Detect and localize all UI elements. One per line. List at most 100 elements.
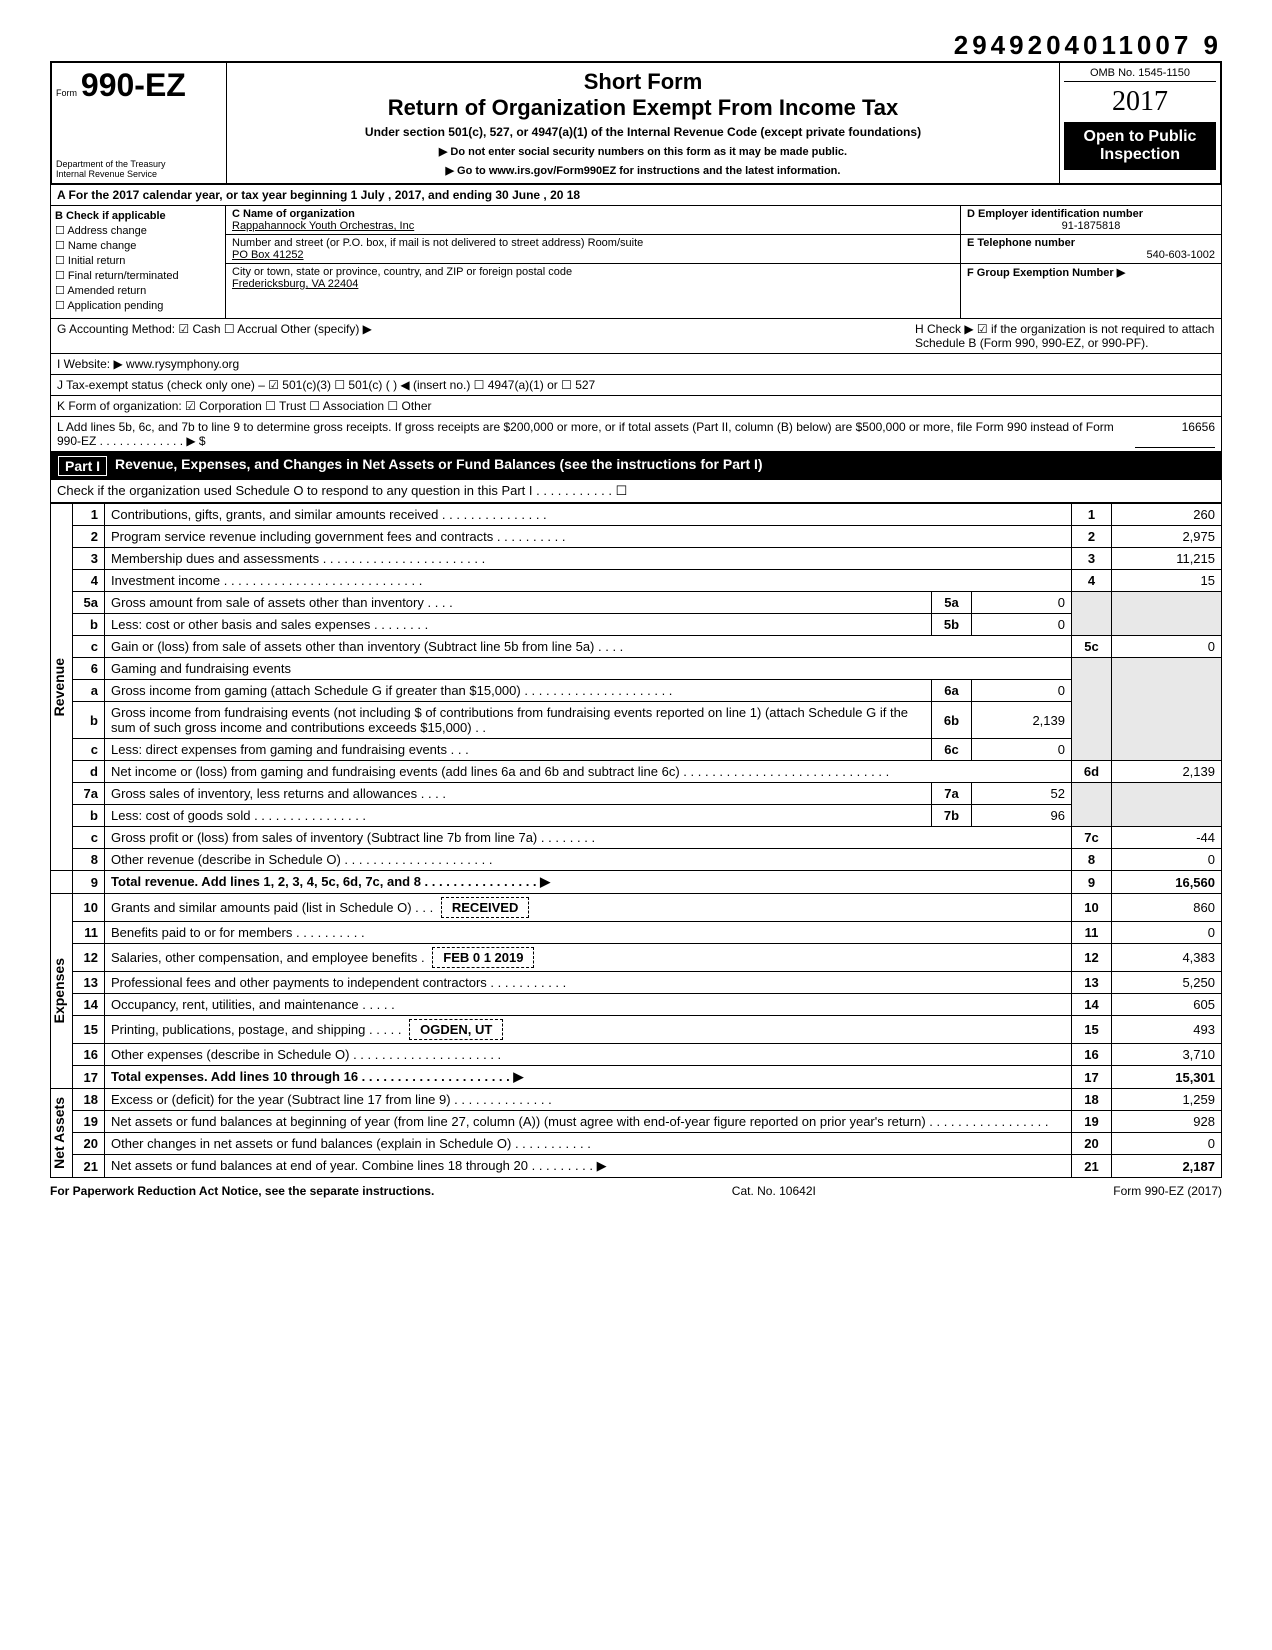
under-section: Under section 501(c), 527, or 4947(a)(1)… bbox=[237, 125, 1049, 139]
line-5a-subv: 0 bbox=[972, 592, 1072, 614]
tax-year: 2017 bbox=[1064, 86, 1216, 118]
line-19-desc: Net assets or fund balances at beginning… bbox=[105, 1111, 1072, 1133]
line-7b-subn: 7b bbox=[932, 805, 972, 827]
lines-table: Revenue 1Contributions, gifts, grants, a… bbox=[50, 503, 1222, 1178]
line-5a-subn: 5a bbox=[932, 592, 972, 614]
chk-name[interactable]: ☐ Name change bbox=[55, 239, 221, 252]
dept-treasury: Department of the Treasury bbox=[56, 159, 222, 169]
ssn-note: ▶ Do not enter social security numbers o… bbox=[237, 145, 1049, 158]
e-header: E Telephone number bbox=[967, 237, 1075, 249]
line-16-val: 3,710 bbox=[1112, 1044, 1222, 1066]
line-8-val: 0 bbox=[1112, 849, 1222, 871]
line-6a-desc: Gross income from gaming (attach Schedul… bbox=[105, 680, 932, 702]
line-12-desc: Salaries, other compensation, and employ… bbox=[111, 950, 425, 965]
line-h: H Check ▶ ☑ if the organization is not r… bbox=[915, 322, 1215, 350]
line-l-amount: 16656 bbox=[1135, 420, 1215, 448]
open-public: Open to Public Inspection bbox=[1064, 122, 1216, 170]
line-5c-desc: Gain or (loss) from sale of assets other… bbox=[105, 636, 1072, 658]
chk-label: Address change bbox=[67, 225, 147, 237]
line-5b-desc: Less: cost or other basis and sales expe… bbox=[105, 614, 932, 636]
chk-label: Initial return bbox=[68, 255, 125, 267]
ogden-stamp: OGDEN, UT bbox=[409, 1019, 503, 1040]
chk-label: Name change bbox=[68, 240, 137, 252]
chk-label: Final return/terminated bbox=[68, 270, 179, 282]
line-5b-subv: 0 bbox=[972, 614, 1072, 636]
city-state-zip: Fredericksburg, VA 22404 bbox=[232, 278, 358, 290]
line-6-desc: Gaming and fundraising events bbox=[105, 658, 1072, 680]
line-14-desc: Occupancy, rent, utilities, and maintena… bbox=[105, 994, 1072, 1016]
line-6d-desc: Net income or (loss) from gaming and fun… bbox=[105, 761, 1072, 783]
city-label: City or town, state or province, country… bbox=[232, 266, 572, 278]
line-2-desc: Program service revenue including govern… bbox=[105, 526, 1072, 548]
phone: 540-603-1002 bbox=[967, 249, 1215, 261]
line-3-val: 11,215 bbox=[1112, 548, 1222, 570]
line-6a-subv: 0 bbox=[972, 680, 1072, 702]
line-l: L Add lines 5b, 6c, and 7b to line 9 to … bbox=[57, 420, 1135, 448]
line-10-val: 860 bbox=[1112, 894, 1222, 922]
line-5b-subn: 5b bbox=[932, 614, 972, 636]
line-12-val: 4,383 bbox=[1112, 944, 1222, 972]
line-j: J Tax-exempt status (check only one) – ☑… bbox=[57, 378, 595, 392]
revenue-vlabel: Revenue bbox=[51, 658, 67, 716]
line-2-val: 2,975 bbox=[1112, 526, 1222, 548]
line-17-val: 15,301 bbox=[1112, 1066, 1222, 1089]
line-11-desc: Benefits paid to or for members . . . . … bbox=[105, 922, 1072, 944]
dln-number: 2949204011007 9 bbox=[50, 30, 1222, 61]
omb-number: OMB No. 1545-1150 bbox=[1064, 67, 1216, 82]
line-18-desc: Excess or (deficit) for the year (Subtra… bbox=[105, 1089, 1072, 1111]
received-stamp: RECEIVED bbox=[441, 897, 529, 918]
line-6c-subn: 6c bbox=[932, 739, 972, 761]
form-number: 990-EZ bbox=[81, 67, 186, 103]
line-17-desc: Total expenses. Add lines 10 through 16 … bbox=[105, 1066, 1072, 1089]
b-header: B Check if applicable bbox=[55, 210, 221, 222]
line-6c-desc: Less: direct expenses from gaming and fu… bbox=[105, 739, 932, 761]
line-7c-val: -44 bbox=[1112, 827, 1222, 849]
line-20-val: 0 bbox=[1112, 1133, 1222, 1155]
line-7b-subv: 96 bbox=[972, 805, 1072, 827]
form-label: Form bbox=[56, 88, 77, 98]
form-header: Form 990-EZ Department of the Treasury I… bbox=[50, 61, 1222, 185]
line-6b-desc: Gross income from fundraising events (no… bbox=[105, 702, 932, 739]
line-9-desc: Total revenue. Add lines 1, 2, 3, 4, 5c,… bbox=[105, 871, 1072, 894]
chk-pending[interactable]: ☐ Application pending bbox=[55, 299, 221, 312]
line-11-val: 0 bbox=[1112, 922, 1222, 944]
line-a: A For the 2017 calendar year, or tax yea… bbox=[50, 185, 1222, 206]
line-20-desc: Other changes in net assets or fund bala… bbox=[105, 1133, 1072, 1155]
line-13-val: 5,250 bbox=[1112, 972, 1222, 994]
line-13-desc: Professional fees and other payments to … bbox=[105, 972, 1072, 994]
expenses-vlabel: Expenses bbox=[51, 958, 67, 1023]
line-6d-val: 2,139 bbox=[1112, 761, 1222, 783]
chk-address[interactable]: ☐ Address change bbox=[55, 224, 221, 237]
chk-final[interactable]: ☐ Final return/terminated bbox=[55, 269, 221, 282]
line-6a-subn: 6a bbox=[932, 680, 972, 702]
chk-initial[interactable]: ☐ Initial return bbox=[55, 254, 221, 267]
line-7a-subn: 7a bbox=[932, 783, 972, 805]
addr-label: Number and street (or P.O. box, if mail … bbox=[232, 237, 643, 249]
page-footer: For Paperwork Reduction Act Notice, see … bbox=[50, 1184, 1222, 1198]
line-i: I Website: ▶ www.rysymphony.org bbox=[57, 357, 239, 371]
line-6b-subv: 2,139 bbox=[972, 702, 1072, 739]
feb-stamp: FEB 0 1 2019 bbox=[432, 947, 534, 968]
return-title: Return of Organization Exempt From Incom… bbox=[237, 95, 1049, 121]
line-1-desc: Contributions, gifts, grants, and simila… bbox=[105, 504, 1072, 526]
footer-mid: Cat. No. 10642I bbox=[732, 1184, 816, 1198]
line-1-val: 260 bbox=[1112, 504, 1222, 526]
line-3-desc: Membership dues and assessments . . . . … bbox=[105, 548, 1072, 570]
line-14-val: 605 bbox=[1112, 994, 1222, 1016]
po-box: PO Box 41252 bbox=[232, 249, 304, 261]
d-header: D Employer identification number bbox=[967, 208, 1143, 220]
footer-right: Form 990-EZ (2017) bbox=[1113, 1184, 1222, 1198]
part1-title: Revenue, Expenses, and Changes in Net As… bbox=[115, 456, 763, 476]
ein: 91-1875818 bbox=[967, 220, 1215, 232]
line-5a-desc: Gross amount from sale of assets other t… bbox=[105, 592, 932, 614]
chk-label: Application pending bbox=[67, 300, 163, 312]
line-15-val: 493 bbox=[1112, 1016, 1222, 1044]
line-4-desc: Investment income . . . . . . . . . . . … bbox=[105, 570, 1072, 592]
line-7a-subv: 52 bbox=[972, 783, 1072, 805]
chk-amended[interactable]: ☐ Amended return bbox=[55, 284, 221, 297]
line-7c-desc: Gross profit or (loss) from sales of inv… bbox=[105, 827, 1072, 849]
line-7b-desc: Less: cost of goods sold . . . . . . . .… bbox=[105, 805, 932, 827]
goto-note: ▶ Go to www.irs.gov/Form990EZ for instru… bbox=[237, 164, 1049, 177]
netassets-vlabel: Net Assets bbox=[51, 1097, 67, 1169]
line-g: G Accounting Method: ☑ Cash ☐ Accrual Ot… bbox=[57, 322, 915, 350]
